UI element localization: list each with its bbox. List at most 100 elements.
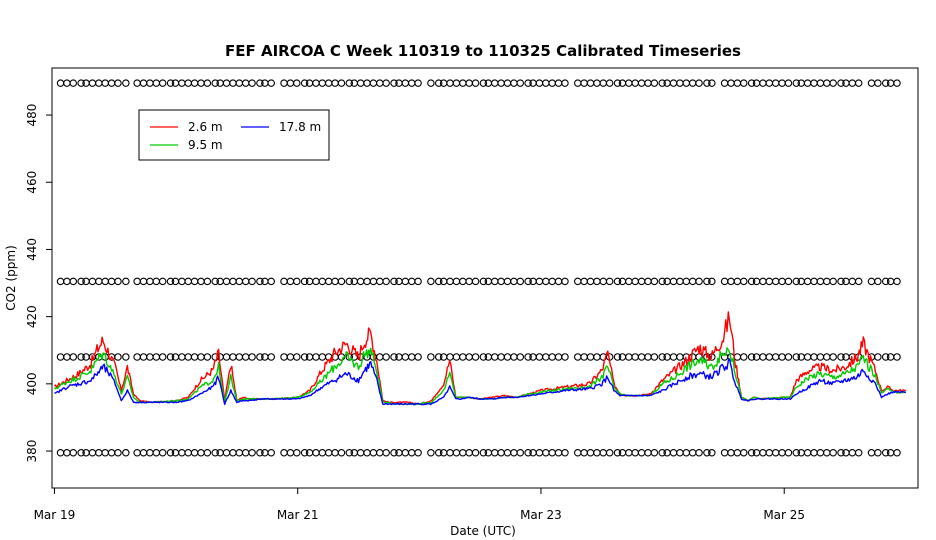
calibration-point <box>280 79 288 87</box>
calibration-point <box>631 353 639 361</box>
calibration-point <box>114 277 122 286</box>
y-tick-label: 460 <box>25 171 39 194</box>
calibration-point <box>312 79 320 87</box>
calibration-point <box>778 277 786 286</box>
calibration-point <box>658 277 666 286</box>
calibration-point <box>740 353 748 361</box>
calibration-point <box>658 353 666 361</box>
calibration-point <box>548 277 556 286</box>
calibration-point <box>337 277 346 286</box>
calibration-point <box>390 79 398 87</box>
calibration-point <box>300 79 309 87</box>
calibration-point <box>318 448 327 457</box>
calibration-point <box>235 448 244 457</box>
calibration-point <box>676 277 684 286</box>
calibration-point <box>363 448 371 457</box>
calibration-point <box>593 277 601 286</box>
calibration-point <box>548 353 556 361</box>
calibration-point <box>613 277 622 286</box>
calibration-point <box>197 448 205 457</box>
calibration-point <box>146 277 154 286</box>
calibration-point <box>178 79 186 87</box>
calibration-point <box>792 79 801 87</box>
calibration-point <box>56 448 65 457</box>
calibration-point <box>524 448 532 457</box>
y-tick-label: 400 <box>25 372 39 395</box>
calibration-point <box>184 448 192 457</box>
calibration-point <box>107 277 116 286</box>
calibration-point <box>823 353 831 361</box>
calibration-point <box>146 448 154 457</box>
calibration-point <box>471 353 480 361</box>
calibration-point <box>267 353 275 361</box>
calibration-point <box>720 79 729 87</box>
calibration-point <box>178 448 186 457</box>
calibration-point <box>211 277 219 286</box>
calibration-point <box>318 353 327 361</box>
calibration-point <box>593 353 601 361</box>
calibration-point <box>854 448 863 457</box>
calibration-point <box>637 353 646 361</box>
calibration-point <box>542 448 550 457</box>
calibration-point <box>465 277 473 286</box>
calibration-point <box>759 353 767 361</box>
calibration-point <box>490 353 499 361</box>
plot-frame <box>51 67 919 489</box>
calibration-point <box>248 353 256 361</box>
calibration-point <box>101 448 109 457</box>
calibration-point <box>139 277 148 286</box>
calibration-point <box>407 448 416 457</box>
calibration-point <box>390 448 398 457</box>
calibration-point <box>580 353 588 361</box>
calibration-point <box>516 79 525 87</box>
calibration-point <box>77 448 85 457</box>
calibration-point <box>497 277 505 286</box>
calibration-point <box>69 79 78 87</box>
calibration-point <box>133 277 141 286</box>
calibration-point <box>241 79 250 87</box>
calibration-point <box>280 277 288 286</box>
calibration-point <box>548 448 556 457</box>
calibration-point <box>235 79 244 87</box>
calibration-point <box>331 79 339 87</box>
calibration-point <box>682 79 691 87</box>
calibration-point <box>414 448 422 457</box>
calibration-point <box>688 277 697 286</box>
calibration-point <box>56 277 65 286</box>
calibration-point <box>867 79 876 87</box>
calibration-point <box>166 79 175 87</box>
calibration-point <box>414 277 422 286</box>
calibration-point <box>376 277 384 286</box>
calibration-point <box>446 448 454 457</box>
calibration-point <box>158 353 167 361</box>
calibration-point <box>874 277 882 286</box>
calibration-point <box>580 448 588 457</box>
calibration-point <box>452 353 461 361</box>
calibration-point <box>459 277 467 286</box>
calibration-point <box>190 448 199 457</box>
calibration-point <box>465 448 473 457</box>
calibration-point <box>337 448 346 457</box>
calibration-point <box>479 353 488 361</box>
calibration-point <box>740 448 748 457</box>
calibration-point <box>286 79 295 87</box>
calibration-point <box>771 353 780 361</box>
calibration-point <box>676 353 684 361</box>
x-tick-label: Mar 23 <box>520 508 562 522</box>
calibration-point <box>733 448 742 457</box>
calibration-point <box>382 353 390 361</box>
calibration-point <box>139 79 148 87</box>
calibration-point <box>158 79 167 87</box>
calibration-point <box>69 277 78 286</box>
calibration-point <box>658 448 666 457</box>
calibration-point <box>792 277 801 286</box>
calibration-point <box>829 277 837 286</box>
calibration-point <box>122 448 130 457</box>
calibration-point <box>548 79 556 87</box>
calibration-point <box>497 79 505 87</box>
calibration-point <box>848 277 857 286</box>
calibration-point <box>733 277 742 286</box>
calibration-point <box>211 79 219 87</box>
calibration-point <box>747 448 756 457</box>
